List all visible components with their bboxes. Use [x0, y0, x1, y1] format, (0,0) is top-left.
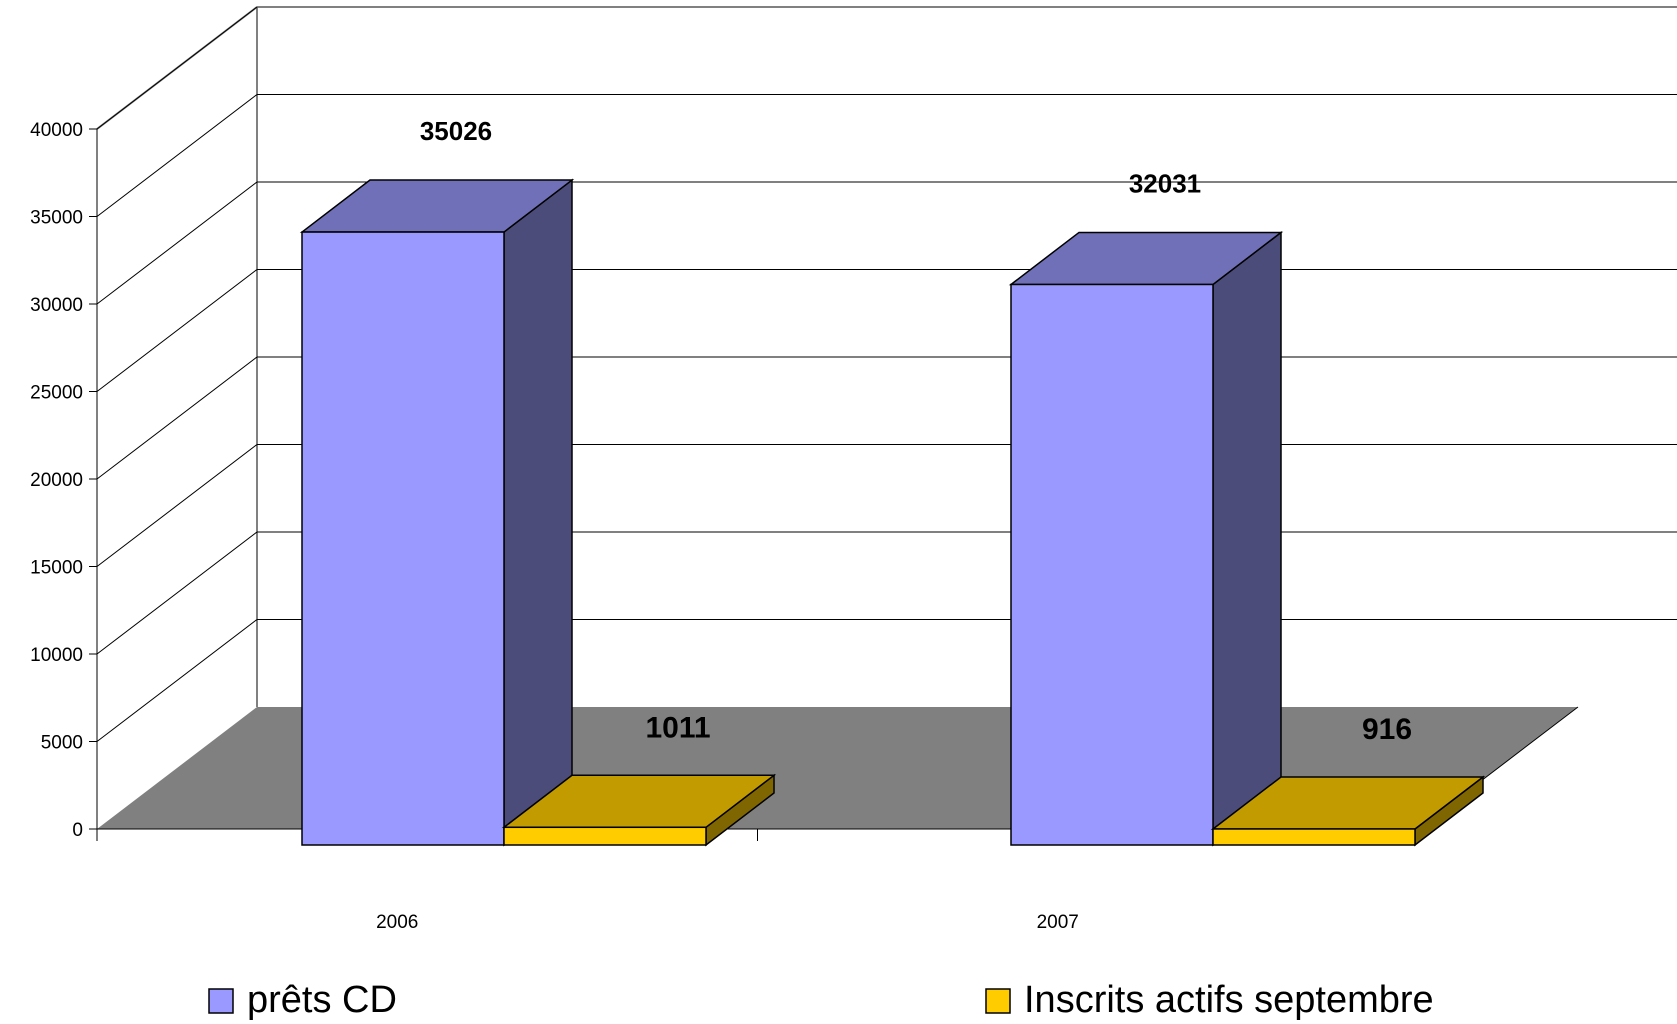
legend-swatch: [208, 988, 234, 1014]
gridline: [96, 94, 1677, 217]
axes: 0 5000 10000 15000 20000 25000 30000 35000 40000…: [30, 120, 1579, 933]
legend-swatch: [985, 988, 1011, 1014]
gridline: [96, 181, 1677, 305]
x-tick-label: 2006: [376, 912, 418, 933]
bar: [301, 231, 505, 846]
data-label: 32031: [1129, 168, 1201, 198]
legend-label: prêts CD: [247, 979, 397, 1021]
legend-label: Inscrits actifs septembre: [1024, 979, 1434, 1021]
bars: [299, 178, 1486, 847]
data-label: 1011: [645, 711, 710, 744]
y-tick-label: 40000: [30, 120, 83, 141]
y-tick-label: 25000: [30, 383, 83, 404]
y-tick-label: 30000: [30, 295, 83, 316]
data-label: 916: [1362, 713, 1412, 746]
bar: [1010, 283, 1214, 846]
y-tick-label: 35000: [30, 208, 83, 229]
y-tick-label: 10000: [30, 645, 83, 666]
bar: [503, 826, 707, 846]
y-tick-label: 5000: [41, 733, 83, 754]
y-tick-label: 0: [72, 820, 83, 841]
data-label: 35026: [420, 116, 492, 146]
gridline: [96, 6, 1677, 130]
bar: [1212, 828, 1416, 846]
bar-side: [1212, 230, 1282, 847]
y-tick-label: 15000: [30, 558, 83, 579]
y-tick-label: 20000: [30, 470, 83, 491]
data-labels: 35026 1011 32031 916: [420, 116, 1412, 746]
legend: prêts CD Inscrits actifs septembre: [208, 979, 1434, 1021]
x-tick-label: 2007: [1037, 912, 1079, 933]
bar-side: [503, 178, 573, 847]
